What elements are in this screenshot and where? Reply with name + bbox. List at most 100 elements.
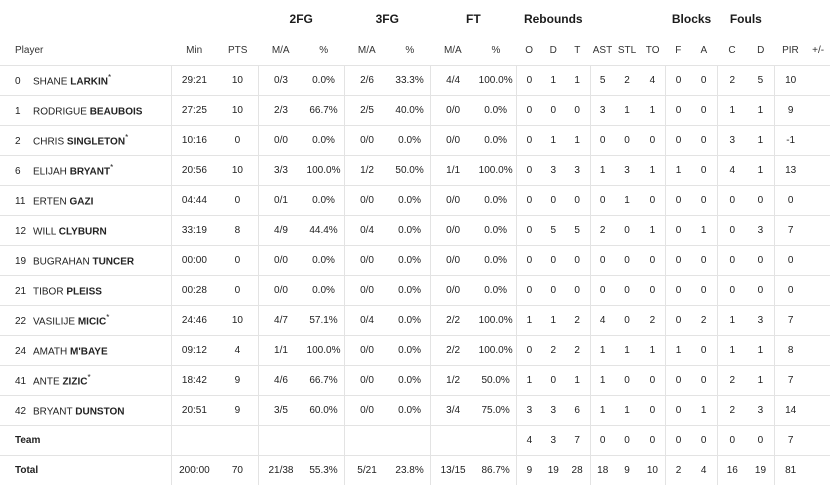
team-foul-d: 0 bbox=[746, 424, 776, 455]
column-header-plusminus[interactable]: +/- bbox=[812, 45, 825, 57]
player-ft-pct: 50.0% bbox=[475, 364, 517, 395]
player-name-cell[interactable]: 11 ERTEN GAZI bbox=[0, 184, 172, 215]
player-ft-pct: 100.0% bbox=[475, 304, 517, 335]
player-blk-f: 1 bbox=[665, 154, 691, 185]
column-header-blk-f[interactable]: F bbox=[675, 45, 682, 57]
player-foul-d: 3 bbox=[746, 304, 776, 335]
player-row: 11 ERTEN GAZI 04:44 0 0/1 0.0% 0/0 0.0% 0/0 0.0% 0… bbox=[0, 184, 830, 215]
player-ft-pct: 0.0% bbox=[475, 274, 517, 305]
player-name-cell[interactable]: 22 VASILIJE MICIC* bbox=[0, 304, 172, 335]
player-ast: 1 bbox=[590, 334, 615, 365]
player-number: 12 bbox=[15, 226, 27, 238]
player-2fg-ma: 0/1 bbox=[258, 184, 304, 215]
team-reb-t: 7 bbox=[564, 424, 591, 455]
player-name-cell[interactable]: 0 SHANE LARKIN* bbox=[0, 64, 172, 95]
column-header-ast[interactable]: AST bbox=[592, 45, 613, 57]
player-name-cell[interactable]: 24 AMATH M'BAYE bbox=[0, 334, 172, 365]
player-min: 20:56 bbox=[171, 154, 218, 185]
column-header-player[interactable]: Player bbox=[15, 45, 44, 57]
group-header-ft: FT bbox=[466, 11, 481, 26]
column-header-3fg-ma[interactable]: M/A bbox=[357, 45, 376, 57]
team-min bbox=[171, 424, 218, 455]
column-header-2fg-ma[interactable]: M/A bbox=[271, 45, 290, 57]
total-reb-t: 28 bbox=[564, 454, 591, 485]
player-name-cell[interactable]: 19 BUGRAHAN TUNCER bbox=[0, 244, 172, 275]
total-foul-c: 16 bbox=[717, 454, 747, 485]
column-header-to[interactable]: TO bbox=[645, 45, 660, 57]
player-min: 00:00 bbox=[171, 244, 218, 275]
player-reb-o: 0 bbox=[516, 334, 542, 365]
total-ast: 18 bbox=[590, 454, 615, 485]
player-first-name: CHRIS bbox=[33, 136, 65, 148]
player-pts: 4 bbox=[217, 334, 259, 365]
column-header-ft-ma[interactable]: M/A bbox=[443, 45, 462, 57]
column-header-ft-pct[interactable]: % bbox=[491, 45, 501, 57]
column-header-reb-t[interactable]: T bbox=[574, 45, 581, 57]
player-reb-t: 2 bbox=[564, 304, 591, 335]
player-3fg-ma: 0/4 bbox=[344, 214, 390, 245]
player-blk-f: 0 bbox=[665, 244, 691, 275]
total-plusminus bbox=[806, 454, 830, 485]
team-reb-o: 4 bbox=[516, 424, 542, 455]
player-2fg-ma: 3/3 bbox=[258, 154, 304, 185]
player-3fg-pct: 50.0% bbox=[389, 154, 431, 185]
group-header-3fg: 3FG bbox=[375, 11, 399, 26]
player-name-cell[interactable]: 6 ELIJAH BRYANT* bbox=[0, 154, 172, 185]
player-stl: 2 bbox=[614, 64, 640, 95]
player-name-cell[interactable]: 1 RODRIGUE BEAUBOIS bbox=[0, 94, 172, 125]
column-header-foul-c[interactable]: C bbox=[728, 45, 736, 57]
player-reb-t: 1 bbox=[564, 364, 591, 395]
player-ft-ma: 1/2 bbox=[430, 364, 476, 395]
player-3fg-ma: 0/0 bbox=[344, 274, 390, 305]
player-name-cell[interactable]: 21 TIBOR PLEISS bbox=[0, 274, 172, 305]
player-first-name: WILL bbox=[33, 226, 56, 238]
total-3fg-ma: 5/21 bbox=[344, 454, 390, 485]
player-ft-pct: 100.0% bbox=[475, 334, 517, 365]
column-group-header-row: 2FG 3FG FT Rebounds Blocks Fouls bbox=[0, 0, 830, 37]
team-pir: 7 bbox=[774, 424, 807, 455]
column-header-blk-a[interactable]: A bbox=[700, 45, 708, 57]
column-header-3fg-pct[interactable]: % bbox=[405, 45, 415, 57]
column-header-reb-o[interactable]: O bbox=[525, 45, 534, 57]
total-stl: 9 bbox=[614, 454, 640, 485]
team-2fg-ma bbox=[258, 424, 304, 455]
player-name-cell[interactable]: 41 ANTE ZIZIC* bbox=[0, 364, 172, 395]
player-row: 2 CHRIS SINGLETON* 10:16 0 0/0 0.0% 0/0 0.0% 0/0… bbox=[0, 124, 830, 155]
player-name-cell[interactable]: 42 BRYANT DUNSTON bbox=[0, 394, 172, 425]
player-name-cell[interactable]: 12 WILL CLYBURN bbox=[0, 214, 172, 245]
player-last-name: M'BAYE bbox=[70, 346, 108, 358]
total-row: Total 200:00 70 21/38 55.3% 5/21 23.8% 1… bbox=[0, 454, 830, 485]
column-header-foul-d[interactable]: D bbox=[757, 45, 765, 57]
column-header-pir[interactable]: PIR bbox=[782, 45, 799, 57]
player-3fg-ma: 0/4 bbox=[344, 304, 390, 335]
player-foul-d: 1 bbox=[746, 124, 776, 155]
column-header-stl[interactable]: STL bbox=[617, 45, 637, 57]
player-reb-o: 0 bbox=[516, 274, 542, 305]
group-header-fouls: Fouls bbox=[729, 11, 762, 26]
player-3fg-ma: 2/6 bbox=[344, 64, 390, 95]
column-header-reb-d[interactable]: D bbox=[549, 45, 557, 57]
player-min: 24:46 bbox=[171, 304, 218, 335]
player-blk-f: 0 bbox=[665, 304, 691, 335]
team-label: Team bbox=[0, 424, 172, 455]
player-pir: 0 bbox=[774, 184, 807, 215]
player-2fg-pct: 0.0% bbox=[303, 64, 345, 95]
column-header-pts[interactable]: PTS bbox=[227, 45, 248, 57]
player-reb-t: 0 bbox=[564, 274, 591, 305]
player-to: 0 bbox=[639, 364, 667, 395]
player-pts: 10 bbox=[217, 304, 259, 335]
player-ft-ma: 0/0 bbox=[430, 94, 476, 125]
team-blk-f: 0 bbox=[665, 424, 691, 455]
player-blk-f: 0 bbox=[665, 364, 691, 395]
column-header-min[interactable]: Min bbox=[186, 45, 203, 57]
column-header-2fg-pct[interactable]: % bbox=[319, 45, 329, 57]
starter-marker: * bbox=[106, 312, 110, 322]
player-3fg-pct: 0.0% bbox=[389, 304, 431, 335]
total-pts: 70 bbox=[217, 454, 259, 485]
player-foul-c: 1 bbox=[717, 304, 747, 335]
player-plusminus bbox=[806, 184, 830, 215]
total-to: 10 bbox=[639, 454, 667, 485]
player-name-cell[interactable]: 2 CHRIS SINGLETON* bbox=[0, 124, 172, 155]
player-first-name: ERTEN bbox=[33, 196, 67, 208]
